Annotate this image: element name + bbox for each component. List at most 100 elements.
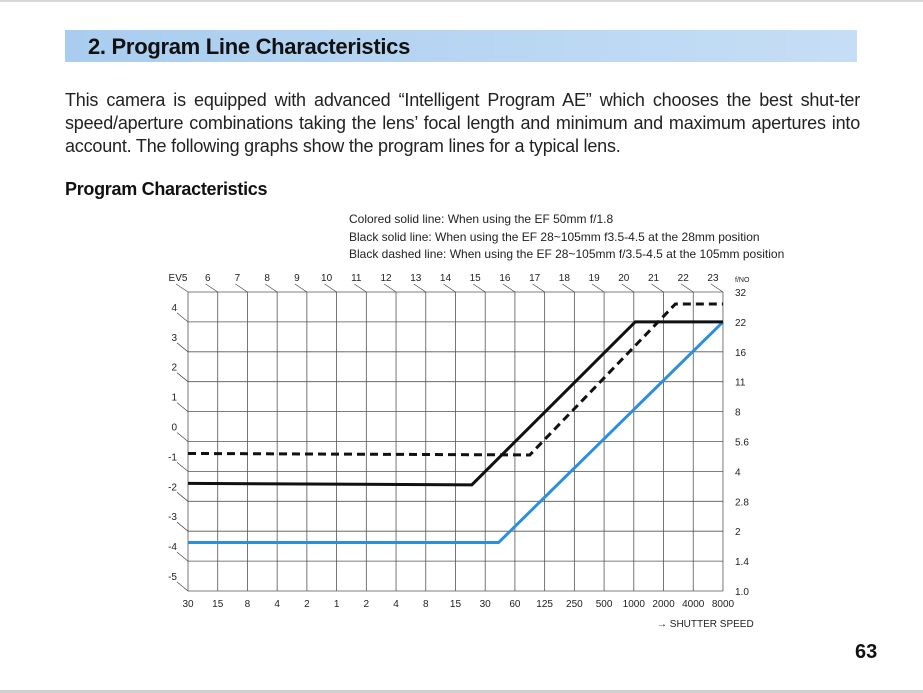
legend-black-solid: Black solid line: When using the EF 28~1…: [349, 229, 760, 244]
legend-black-dashed: Black dashed line: When using the EF 28~…: [349, 247, 785, 261]
ev-top-label: 13: [410, 273, 422, 284]
x-tick-label: 30: [182, 599, 194, 610]
ev-top-label: 19: [589, 273, 601, 284]
ev-leader-line: [176, 372, 189, 382]
ev-top-label: 21: [648, 273, 660, 284]
ev-leader-line: [176, 432, 189, 442]
y-tick-label: 4: [735, 467, 741, 478]
ev-top-label: 17: [529, 273, 541, 284]
ev-leader-line: [532, 283, 545, 293]
ev-leader-line: [621, 283, 634, 293]
section-header-bar: [65, 30, 857, 62]
x-tick-label: 2000: [652, 599, 675, 610]
section-title: 2. Program Line Characteristics: [88, 34, 411, 59]
ev-leader-line: [235, 283, 248, 293]
ev-leader-line: [710, 283, 724, 293]
ev-top-label: 6: [205, 273, 211, 284]
ev-top-label: 22: [678, 273, 690, 284]
y-axis-label: f/NO: [735, 277, 750, 284]
ev-left-label: 1: [171, 393, 177, 404]
ev-top-label: 9: [294, 273, 300, 284]
ev-leader-line: [354, 283, 367, 293]
x-tick-label: 8: [423, 599, 429, 610]
y-tick-label: 32: [735, 288, 747, 299]
page-number: 63: [855, 641, 878, 663]
ev-leader-line: [176, 492, 189, 502]
ev-top-label: 8: [264, 273, 270, 284]
x-tick-label: 125: [536, 599, 553, 610]
ev-left-label: 3: [171, 333, 177, 344]
y-tick-label: 22: [735, 318, 747, 329]
y-tick-label: 2.8: [735, 497, 749, 508]
ev-leader-line: [176, 342, 189, 353]
ev-leader-line: [294, 283, 308, 293]
intro-paragraph: This camera is equipped with advanced “I…: [65, 90, 860, 156]
x-tick-label: 15: [212, 599, 224, 610]
ev-top-label: 14: [440, 273, 452, 284]
x-tick-label: 500: [596, 599, 613, 610]
ev-left-label: 0: [171, 423, 177, 434]
page-bottom-edge: [0, 690, 923, 693]
ev-left-label: -1: [168, 452, 177, 463]
ev-leader-line: [176, 402, 189, 412]
ev-top-label: 23: [707, 273, 719, 284]
ev-top-label: EV5: [169, 273, 188, 284]
ev-left-label: -5: [168, 572, 177, 583]
y-tick-label: 11: [735, 378, 746, 389]
legend-colored-solid: Colored solid line: When using the EF 50…: [349, 212, 614, 226]
x-tick-label: 4000: [682, 599, 705, 610]
ev-leader-line: [176, 312, 189, 323]
y-tick-label: 1.4: [735, 557, 749, 568]
x-tick-label: 8000: [712, 599, 735, 610]
ev-top-label: 11: [351, 273, 362, 284]
ev-leader-line: [264, 283, 278, 293]
ev-leader-line: [413, 283, 426, 293]
ev-leader-line: [176, 551, 189, 562]
subsection-title: Program Characteristics: [65, 179, 268, 199]
x-tick-label: 4: [393, 599, 399, 610]
ev-top-label: 15: [470, 273, 482, 284]
ev-top-label: 20: [618, 273, 630, 284]
x-tick-label: 8: [245, 599, 251, 610]
chart-legend: Colored solid line: When using the EF 50…: [349, 211, 784, 264]
ev-leader-line: [175, 283, 189, 293]
y-tick-label: 5.6: [735, 438, 749, 449]
ev-leader-line: [205, 283, 218, 293]
program-line-black-solid: [187, 320, 723, 487]
program-line-colored-solid: [188, 320, 725, 545]
ev-leader-line: [562, 283, 575, 293]
ev-leader-line: [502, 283, 516, 293]
page-top-edge: [0, 0, 923, 2]
ev-top-label: 12: [380, 273, 392, 284]
ev-leader-line: [176, 462, 189, 472]
x-tick-label: 250: [566, 599, 583, 610]
x-tick-label: 60: [509, 599, 521, 610]
y-tick-label: 2: [735, 527, 741, 538]
ev-top-label: 18: [559, 273, 571, 284]
ev-left-label: 4: [171, 303, 177, 314]
ev-leader-line: [591, 283, 605, 293]
ev-leader-line: [473, 283, 486, 293]
ev-left-label: -3: [168, 512, 177, 523]
y-tick-label: 16: [735, 348, 747, 359]
ev-top-label: 16: [499, 273, 511, 284]
ev-leader-line: [651, 283, 664, 293]
y-tick-label: 1.0: [735, 587, 749, 598]
x-tick-label: 2: [304, 599, 310, 610]
ev-top-label: 10: [321, 273, 333, 284]
ev-leader-line: [443, 283, 456, 293]
x-tick-label: 30: [480, 599, 492, 610]
program-line-black-dashed: [187, 302, 723, 457]
x-tick-label: 1000: [623, 599, 646, 610]
ev-leader-line: [176, 581, 189, 592]
ev-leader-line: [681, 283, 694, 293]
ev-top-label: 7: [235, 273, 241, 284]
x-axis-label: → SHUTTER SPEED: [657, 619, 754, 630]
x-tick-label: 1: [334, 599, 340, 610]
x-tick-label: 4: [274, 599, 280, 610]
ev-leader-line: [324, 283, 337, 293]
x-tick-label: 2: [364, 599, 370, 610]
ev-left-label: 2: [171, 363, 177, 374]
ev-leader-line: [176, 521, 189, 532]
